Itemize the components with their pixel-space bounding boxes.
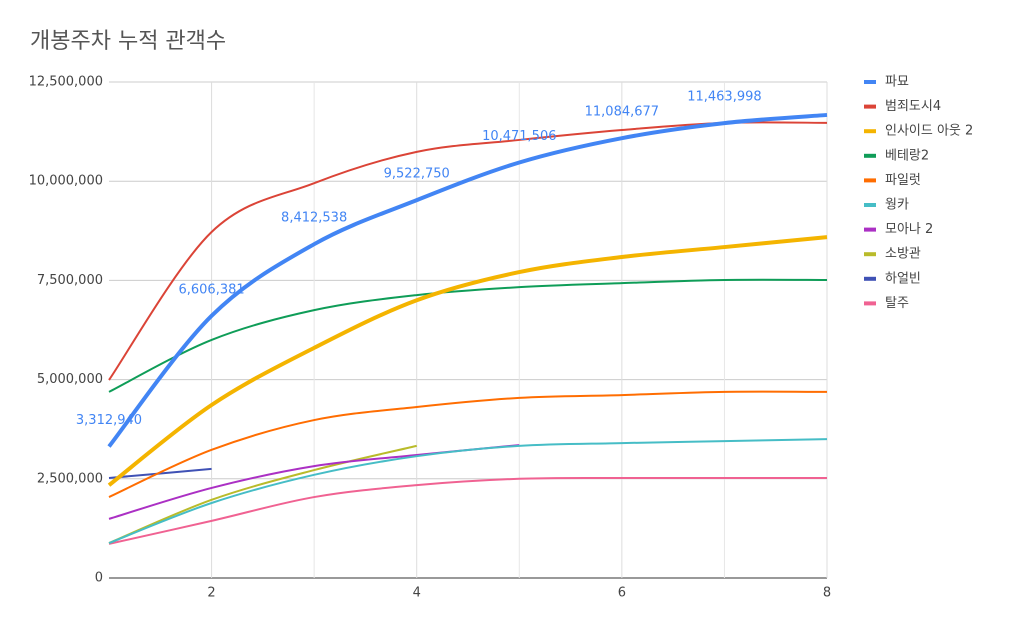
line-series [108,121,828,381]
legend-label: 베테랑2 [885,148,929,163]
line-series [108,476,827,545]
data-label: 11,084,677 [585,105,659,120]
data-label: 11,463,998 [687,90,761,105]
x-tick-label: 4 [413,586,421,601]
legend-label: 탈주 [885,296,909,311]
y-tick-label: 0 [95,571,103,586]
legend-label: 파묘 [885,75,909,90]
data-label: 8,412,538 [281,211,347,226]
line-series [108,390,828,498]
data-label: 6,606,381 [178,282,244,297]
y-tick-label: 7,500,000 [37,273,103,288]
data-label: 9,522,750 [384,167,450,182]
x-tick-label: 2 [207,586,215,601]
line-series [108,444,417,545]
line-series [107,235,828,487]
x-tick-label: 6 [618,586,626,601]
data-label: 10,471,506 [482,129,556,144]
line-series [108,278,828,393]
y-tick-label: 2,500,000 [37,471,103,486]
legend-label: 모아나 2 [885,222,933,237]
legend-label: 인사이드 아웃 2 [885,124,973,139]
legend-label: 웡카 [885,198,909,213]
legend-label: 소방관 [885,247,921,262]
y-tick-label: 12,500,000 [29,75,103,90]
data-label: 3,312,940 [76,413,142,428]
y-tick-label: 5,000,000 [37,372,103,387]
y-tick-label: 10,000,000 [29,174,103,189]
chart-title: 개봉주차 누적 관객수 [30,29,226,54]
x-tick-label: 8 [823,586,831,601]
legend-label: 파일럿 [885,173,921,188]
line-series [108,438,828,545]
legend-label: 하얼빈 [885,271,921,286]
legend-label: 범죄도시4 [885,99,941,114]
line-series [107,112,828,448]
